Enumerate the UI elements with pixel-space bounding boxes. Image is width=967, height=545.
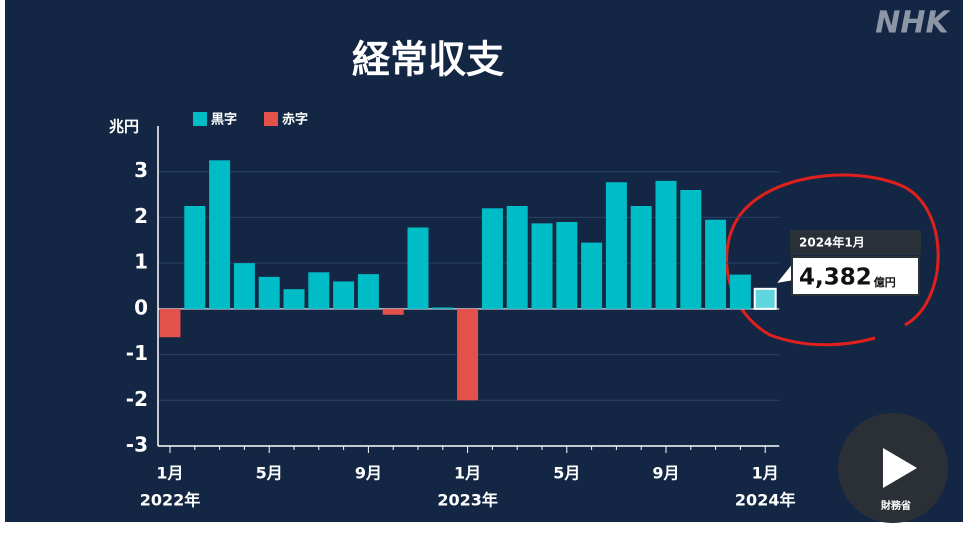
bar <box>481 208 503 309</box>
bar <box>382 308 404 315</box>
y-tick-label: -1 <box>126 341 148 365</box>
y-axis-title: 兆円 <box>109 118 139 136</box>
bar <box>655 180 677 309</box>
bar <box>333 281 355 309</box>
bar <box>753 287 777 310</box>
legend-label: 黒字 <box>211 112 237 128</box>
bar <box>258 276 280 309</box>
y-tick-label: 1 <box>134 250 148 274</box>
logo: NHK <box>875 6 951 41</box>
x-tick-label: 1月 <box>454 464 481 483</box>
bar <box>605 182 627 309</box>
bar <box>506 206 528 309</box>
x-tick-label: 9月 <box>355 464 382 483</box>
bar <box>729 274 751 309</box>
play-icon <box>883 448 917 488</box>
x-tick-label: 1月 <box>752 464 779 483</box>
bar <box>531 223 553 309</box>
tooltip-title: 2024年1月 <box>799 235 865 250</box>
legend-swatch <box>264 112 278 126</box>
tooltip-pointer <box>777 262 794 283</box>
bar <box>357 274 379 309</box>
value-unit: 億円 <box>874 275 896 289</box>
y-tick-label: 0 <box>134 295 148 319</box>
x-tick-label: 5月 <box>553 464 580 483</box>
bar <box>209 160 231 309</box>
y-tick-label: 2 <box>134 204 148 228</box>
bar <box>630 206 652 309</box>
source: 財務省 <box>880 499 911 512</box>
x-tick-label: 5月 <box>256 464 283 483</box>
bar <box>457 308 479 401</box>
bar <box>432 307 454 309</box>
x-tick-label: 9月 <box>652 464 679 483</box>
y-tick-label: -2 <box>126 387 148 411</box>
bar <box>159 308 181 338</box>
bar <box>705 219 727 309</box>
bar <box>556 222 578 309</box>
y-tick-label: -3 <box>126 433 148 457</box>
bar <box>184 206 206 309</box>
y-tick-label: 3 <box>134 158 148 182</box>
bar <box>308 272 330 309</box>
annotation-circle <box>725 173 940 347</box>
x-tick-label: 1月 <box>156 464 183 483</box>
chart-title: 経常収支 <box>352 38 504 82</box>
tooltip-header <box>790 230 921 255</box>
tooltip-body <box>791 256 920 296</box>
bar <box>283 289 305 309</box>
bar <box>233 263 255 309</box>
value-label: 4,382 <box>799 265 872 291</box>
year-label: 2023年 <box>437 491 498 510</box>
legend-swatch <box>193 112 207 126</box>
year-label: 2022年 <box>140 491 201 510</box>
bar <box>581 242 603 309</box>
bar <box>407 227 429 309</box>
year-label: 2024年 <box>735 491 796 510</box>
legend-label: 赤字 <box>282 112 308 128</box>
bar <box>680 190 702 309</box>
